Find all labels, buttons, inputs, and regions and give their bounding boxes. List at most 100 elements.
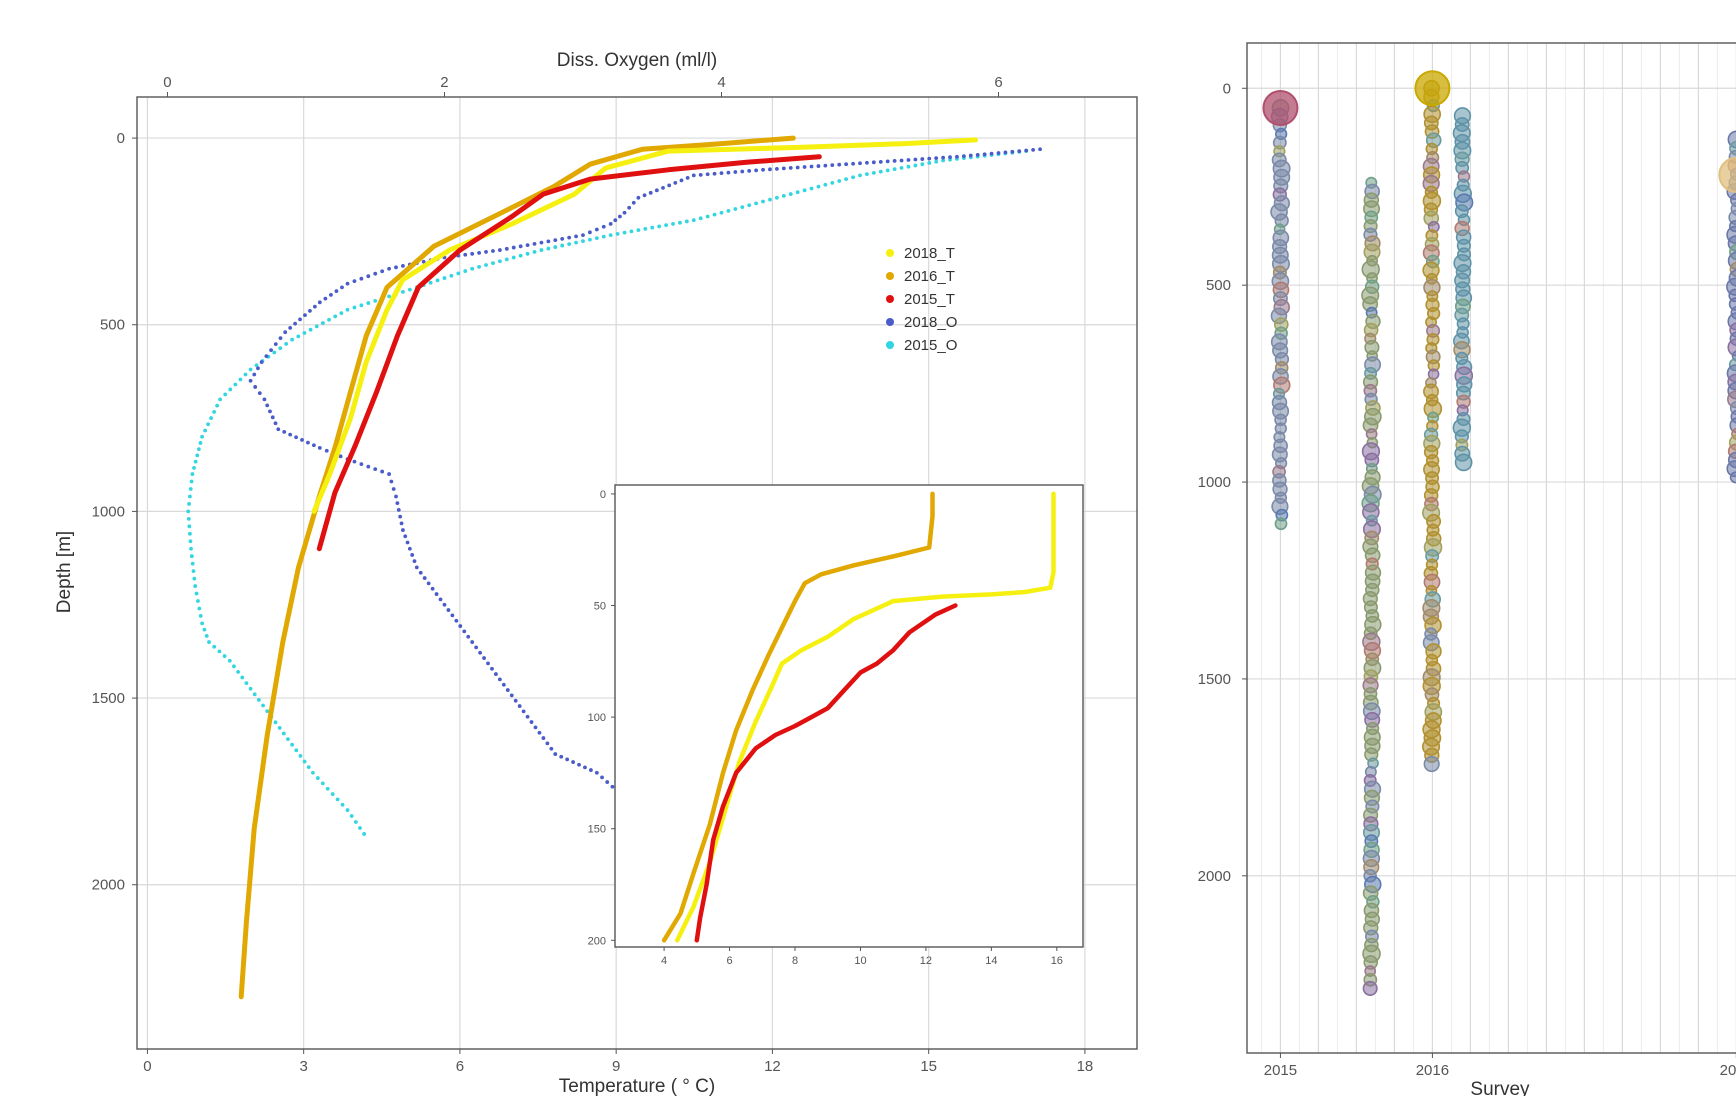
2015_O-point	[290, 338, 294, 342]
2015_O-point	[747, 203, 751, 207]
2018_O-point	[394, 265, 398, 269]
2015_O-point	[657, 225, 661, 229]
2015_O-point	[333, 315, 337, 319]
2015_O-point	[817, 185, 821, 189]
2018_O-point	[462, 630, 466, 634]
2018_O-point	[387, 472, 391, 476]
2018_O-point	[754, 168, 758, 172]
2015_O-point	[196, 599, 200, 603]
2018_O-point	[589, 768, 593, 772]
2018_O-point	[410, 553, 414, 557]
2015_O-point	[190, 480, 194, 484]
2015_O-point	[727, 209, 731, 213]
depth-axis-label: Depth [m]	[54, 531, 75, 613]
survey-column-1	[1362, 178, 1381, 996]
2015_O-point	[240, 676, 244, 680]
2018_O-point	[340, 286, 344, 290]
2018_O-point	[392, 487, 396, 491]
2015_O-point	[775, 196, 779, 200]
2015_O-point	[218, 650, 222, 654]
2015_O-point	[567, 242, 571, 246]
2018_O-point	[920, 157, 924, 161]
2018_O-point	[913, 158, 917, 162]
2018_O-point	[588, 230, 592, 234]
right-panel-series	[1263, 71, 1736, 995]
2015_O-point	[685, 220, 689, 224]
2015_O-point	[187, 524, 191, 528]
2018_O-point	[733, 170, 737, 174]
survey-point	[1275, 518, 1286, 529]
2018_O-point	[506, 688, 510, 692]
2018_O-point	[470, 640, 474, 644]
2018_O-point	[538, 731, 542, 735]
2018_O-point	[997, 151, 1001, 155]
2015_O-point	[190, 554, 194, 558]
2018_O-point	[893, 159, 897, 163]
2015_O-point	[358, 826, 362, 830]
2015_O-point	[331, 792, 335, 796]
2015_O-point	[927, 161, 931, 165]
inset-x-tick-label-1: 6	[726, 955, 732, 967]
2018_O-point	[366, 465, 370, 469]
2015_O-point	[934, 160, 938, 164]
2018_O-point	[458, 624, 462, 628]
2015_O-point	[484, 263, 488, 267]
2018_O-point	[502, 683, 506, 687]
2018_O-point	[258, 391, 262, 395]
2018_O-point	[533, 242, 537, 246]
survey-tick-label-1: 2016	[1416, 1062, 1449, 1079]
2015_O-point	[228, 388, 232, 392]
2018_O-point	[955, 155, 959, 159]
2018_O-point	[312, 443, 316, 447]
2015_O-point	[286, 737, 290, 741]
2018_O-point	[264, 354, 268, 358]
oxy-tick-label-1: 2	[440, 74, 448, 91]
2018_O-point	[810, 165, 814, 169]
2015_O-point	[192, 466, 196, 470]
2018_O-point	[583, 766, 587, 770]
temperature-axis-label: Temperature ( ° C)	[559, 1076, 715, 1096]
right-depth-tick-label-2: 1000	[1198, 474, 1231, 491]
2018_O-point	[1038, 147, 1042, 151]
2018_O-point	[413, 559, 417, 563]
2018_O-point	[692, 174, 696, 178]
2018_O-point	[713, 172, 717, 176]
2015_O-point	[609, 233, 613, 237]
2018_O-point	[394, 495, 398, 499]
2015_O-point	[315, 324, 319, 328]
temp-tick-label-4: 12	[764, 1058, 781, 1075]
2015_O-point	[326, 787, 330, 791]
2018_O-point	[643, 193, 647, 197]
2015_O-point	[327, 318, 331, 322]
2018_O-point	[545, 742, 549, 746]
2015_O-point	[636, 228, 640, 232]
2015_O-point	[470, 267, 474, 271]
2018_O-point	[559, 755, 563, 759]
legend-label-2015_T: 2015_T	[904, 291, 955, 308]
2018_O-point	[373, 467, 377, 471]
2015_O-point	[512, 256, 516, 260]
survey-column-2	[1415, 71, 1449, 771]
2018_O-point	[398, 515, 402, 519]
2018_O-point	[522, 710, 526, 714]
2018_O-point	[686, 176, 690, 180]
survey-axis-ticks: 201520162018	[1264, 1053, 1736, 1079]
2015_O-point	[350, 814, 354, 818]
legend-key-2018_T	[886, 249, 894, 257]
2015_O-point	[387, 294, 391, 298]
2018_O-point	[325, 449, 329, 453]
temp-tick-label-5: 15	[920, 1058, 937, 1075]
2018_O-point	[303, 313, 307, 317]
2015_O-point	[519, 254, 523, 258]
2018_O-point	[415, 566, 419, 570]
2018_O-point	[346, 282, 350, 286]
oxy-tick-label-2: 4	[717, 74, 725, 91]
2018_O-point	[400, 521, 404, 525]
2018_O-point	[477, 251, 481, 255]
2018_O-point	[623, 211, 627, 215]
2015_O-point	[194, 460, 198, 464]
2018_O-point	[329, 293, 333, 297]
2015_O-point	[199, 441, 203, 445]
2015_O-point	[740, 205, 744, 209]
2018_O-point	[872, 160, 876, 164]
